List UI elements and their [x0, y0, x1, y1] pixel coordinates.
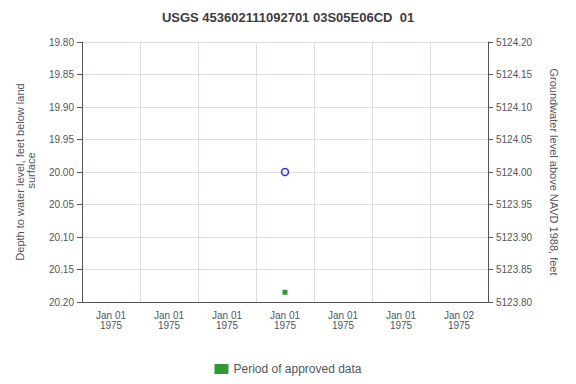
svg-text:5124.05: 5124.05 — [496, 134, 533, 145]
svg-text:5123.95: 5123.95 — [496, 199, 533, 210]
svg-text:20.20: 20.20 — [49, 297, 74, 308]
svg-text:Groundwater level above NAVD 1: Groundwater level above NAVD 1988, feet — [548, 68, 560, 275]
svg-text:Jan 01: Jan 01 — [386, 309, 416, 321]
svg-text:19.90: 19.90 — [49, 102, 74, 113]
svg-text:Jan 01: Jan 01 — [270, 309, 300, 321]
svg-text:Depth to water level, feet bel: Depth to water level, feet below land — [13, 83, 26, 261]
svg-text:20.15: 20.15 — [49, 264, 74, 275]
svg-text:19.80: 19.80 — [49, 37, 74, 48]
svg-text:20.00: 20.00 — [49, 167, 74, 178]
svg-text:5123.90: 5123.90 — [496, 232, 533, 243]
svg-text:1975: 1975 — [332, 320, 355, 331]
svg-text:USGS 453602111092701 03S05E06C: USGS 453602111092701 03S05E06CD 01 — [162, 10, 414, 25]
svg-text:Period of approved data: Period of approved data — [233, 362, 361, 376]
svg-text:20.05: 20.05 — [49, 199, 74, 210]
svg-text:Jan 01: Jan 01 — [212, 309, 242, 321]
svg-text:1975: 1975 — [158, 320, 181, 331]
svg-text:surface: surface — [25, 152, 37, 191]
svg-text:5124.20: 5124.20 — [496, 37, 533, 48]
svg-text:5124.10: 5124.10 — [496, 102, 533, 113]
svg-text:1975: 1975 — [274, 320, 297, 331]
svg-text:19.85: 19.85 — [49, 69, 74, 80]
svg-text:1975: 1975 — [390, 320, 413, 331]
svg-text:Jan 01: Jan 01 — [154, 309, 184, 321]
svg-text:5124.00: 5124.00 — [496, 167, 533, 178]
svg-text:5123.85: 5123.85 — [496, 264, 533, 275]
svg-text:1975: 1975 — [216, 320, 239, 331]
svg-text:19.95: 19.95 — [49, 134, 74, 145]
svg-text:Jan 01: Jan 01 — [328, 309, 358, 321]
svg-text:Jan 01: Jan 01 — [96, 309, 126, 321]
svg-text:1975: 1975 — [100, 320, 123, 331]
svg-text:20.10: 20.10 — [49, 232, 74, 243]
svg-text:5123.80: 5123.80 — [496, 297, 533, 308]
svg-text:5124.15: 5124.15 — [496, 69, 533, 80]
svg-text:1975: 1975 — [448, 320, 471, 331]
svg-text:Jan 02: Jan 02 — [444, 309, 474, 321]
